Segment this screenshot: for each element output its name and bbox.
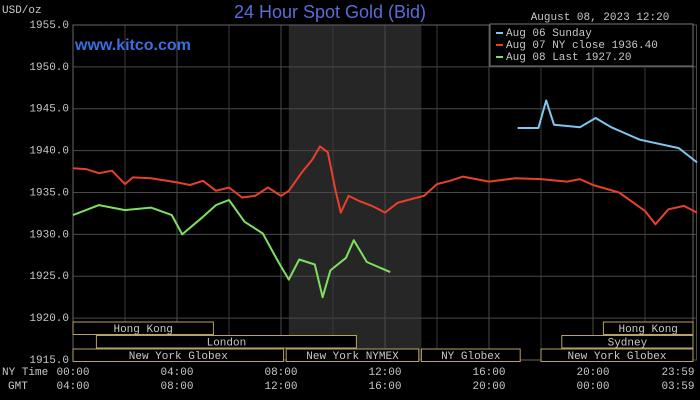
x2-tick-label: 04:00 — [56, 381, 89, 393]
price-line — [517, 99, 698, 164]
legend-label: Aug 07 NY close 1936.40 — [506, 40, 658, 52]
x-tick-label: 20:00 — [576, 367, 609, 379]
timestamp: August 08, 2023 12:20 — [531, 12, 670, 24]
x2-tick-label: 08:00 — [160, 381, 193, 393]
legend-box — [489, 23, 694, 67]
y-tick-label: 1950.0 — [29, 62, 69, 74]
session-bar — [72, 321, 214, 335]
y-tick-label: 1920.0 — [29, 313, 69, 325]
watermark: www.kitco.com — [74, 37, 191, 54]
x2-axis-label: GMT — [8, 381, 28, 393]
session-bar — [72, 348, 285, 362]
y-tick-label: 1955.0 — [29, 20, 69, 32]
session-bar — [540, 348, 694, 362]
session-bar — [420, 348, 521, 362]
session-bar — [95, 335, 357, 349]
x2-tick-label: 12:00 — [264, 381, 297, 393]
session-label: London — [207, 337, 247, 349]
y-tick-label: 1925.0 — [29, 271, 69, 283]
session-label: Sydney — [608, 337, 648, 349]
price-line — [72, 145, 698, 226]
y-tick-label: 1935.0 — [29, 187, 69, 199]
x2-tick-label: 00:00 — [576, 381, 609, 393]
legend-label: Aug 08 Last 1927.20 — [506, 52, 631, 64]
y-tick-label: 1915.0 — [29, 355, 69, 367]
plot-layer — [72, 24, 697, 361]
session-label: New York NYMEX — [306, 351, 399, 363]
session-bar — [602, 321, 694, 335]
x-tick-label: 00:00 — [56, 367, 89, 379]
x2-tick-label: 16:00 — [368, 381, 401, 393]
x-tick-label: 12:00 — [368, 367, 401, 379]
session-bar — [285, 348, 420, 362]
x2-tick-label: 20:00 — [472, 381, 505, 393]
price-line — [72, 199, 391, 299]
session-label: Hong Kong — [113, 324, 172, 336]
y-tick-label: 1945.0 — [29, 104, 69, 116]
x-tick-label: 08:00 — [264, 367, 297, 379]
x2-tick-label: 03:59 — [661, 381, 694, 393]
session-bar — [561, 335, 694, 349]
x-tick-label: 23:59 — [661, 367, 694, 379]
session-label: New York Globex — [129, 351, 228, 363]
y-tick-label: 1940.0 — [29, 146, 69, 158]
session-label: Hong Kong — [618, 324, 677, 336]
chart-title: 24 Hour Spot Gold (Bid) — [234, 2, 426, 22]
session-label: New York Globex — [567, 351, 666, 363]
legend-label: Aug 06 Sunday — [506, 28, 592, 40]
unit-label: USD/oz — [2, 5, 42, 17]
session-label: NY Globex — [441, 351, 501, 363]
x-tick-label: 04:00 — [160, 367, 193, 379]
x-tick-label: 16:00 — [472, 367, 505, 379]
y-tick-label: 1930.0 — [29, 229, 69, 241]
x-axis-label: NY Time — [2, 367, 48, 379]
